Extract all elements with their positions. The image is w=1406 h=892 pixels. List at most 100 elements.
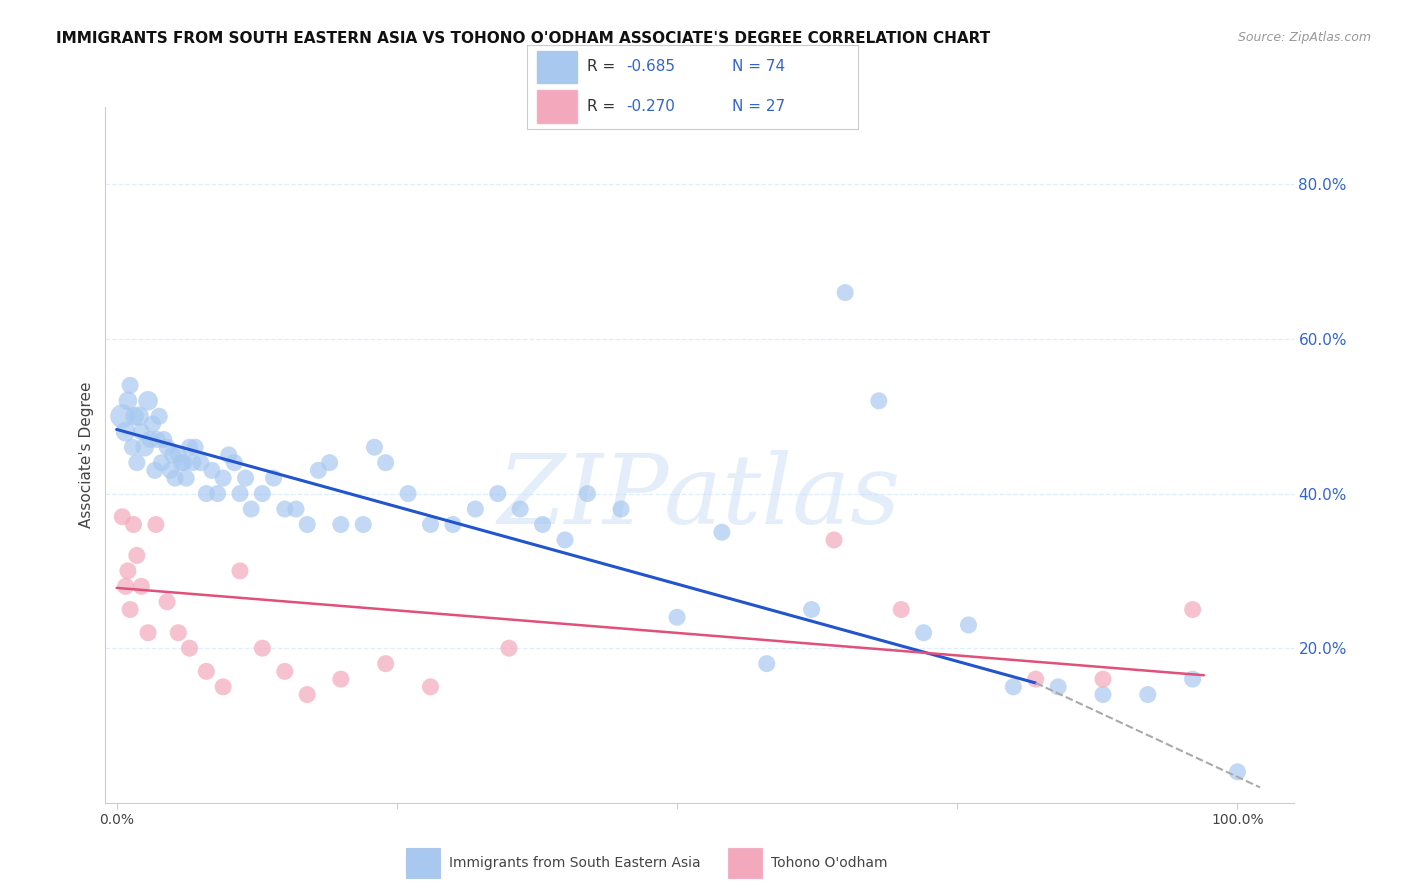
Text: Source: ZipAtlas.com: Source: ZipAtlas.com	[1237, 31, 1371, 45]
Point	[800, 602, 823, 616]
Point	[150, 456, 173, 470]
Point	[509, 502, 531, 516]
Point	[212, 680, 235, 694]
Point	[163, 471, 186, 485]
Point	[117, 393, 139, 408]
Point	[229, 564, 252, 578]
Point	[498, 641, 520, 656]
Point	[1181, 672, 1204, 686]
Point	[181, 456, 204, 470]
Point	[120, 602, 142, 616]
Point	[823, 533, 845, 547]
Point	[419, 517, 441, 532]
Point	[274, 502, 297, 516]
Point	[868, 393, 890, 408]
Point	[159, 463, 181, 477]
Point	[318, 456, 340, 470]
Point	[1181, 602, 1204, 616]
Point	[957, 618, 980, 632]
Point	[240, 502, 263, 516]
Point	[125, 456, 148, 470]
Point	[1025, 672, 1047, 686]
Y-axis label: Associate's Degree: Associate's Degree	[79, 382, 94, 528]
Bar	[537, 90, 576, 122]
Point	[235, 471, 257, 485]
Point	[576, 486, 599, 500]
Point	[834, 285, 856, 300]
Bar	[406, 848, 440, 878]
Point	[143, 463, 166, 477]
Point	[173, 456, 195, 470]
Point	[122, 517, 145, 532]
Point	[131, 425, 153, 439]
Point	[170, 456, 193, 470]
Point	[441, 517, 464, 532]
Point	[136, 625, 159, 640]
Point	[363, 440, 385, 454]
Point	[295, 517, 318, 532]
Point	[1047, 680, 1070, 694]
Bar	[728, 848, 762, 878]
Point	[252, 641, 274, 656]
Point	[912, 625, 935, 640]
Point	[120, 378, 142, 392]
Point	[755, 657, 778, 671]
Point	[531, 517, 554, 532]
Point	[229, 486, 252, 500]
Point	[1226, 764, 1249, 779]
Point	[156, 440, 179, 454]
Point	[124, 409, 146, 424]
Point	[195, 665, 218, 679]
Point	[1091, 672, 1114, 686]
Point	[666, 610, 689, 624]
Point	[136, 393, 159, 408]
Point	[179, 641, 201, 656]
Text: R =: R =	[586, 99, 620, 114]
Point	[162, 448, 184, 462]
Point	[195, 486, 218, 500]
Point	[167, 448, 190, 462]
Point	[146, 433, 169, 447]
Point	[174, 471, 197, 485]
Point	[125, 549, 148, 563]
Point	[554, 533, 576, 547]
Point	[374, 456, 396, 470]
Point	[252, 486, 274, 500]
Point	[167, 625, 190, 640]
Point	[329, 517, 352, 532]
Point	[117, 564, 139, 578]
Point	[224, 456, 246, 470]
Point	[114, 579, 136, 593]
Point	[111, 509, 134, 524]
Point	[131, 579, 153, 593]
Point	[190, 456, 212, 470]
Point	[128, 409, 150, 424]
Point	[374, 657, 396, 671]
Point	[486, 486, 509, 500]
Point	[1136, 688, 1159, 702]
Text: R =: R =	[586, 59, 620, 74]
Point	[710, 525, 733, 540]
Point	[139, 433, 162, 447]
Text: IMMIGRANTS FROM SOUTH EASTERN ASIA VS TOHONO O'ODHAM ASSOCIATE'S DEGREE CORRELAT: IMMIGRANTS FROM SOUTH EASTERN ASIA VS TO…	[56, 31, 990, 46]
Text: -0.685: -0.685	[627, 59, 675, 74]
Point	[152, 433, 174, 447]
Point	[156, 595, 179, 609]
Point	[464, 502, 486, 516]
Point	[207, 486, 229, 500]
Point	[295, 688, 318, 702]
Point	[396, 486, 419, 500]
Point	[179, 440, 201, 454]
Point	[307, 463, 329, 477]
Text: N = 27: N = 27	[733, 99, 785, 114]
Point	[218, 448, 240, 462]
Point	[201, 463, 224, 477]
Text: Immigrants from South Eastern Asia: Immigrants from South Eastern Asia	[450, 856, 702, 870]
Point	[890, 602, 912, 616]
Text: Tohono O'odham: Tohono O'odham	[770, 856, 887, 870]
Point	[352, 517, 374, 532]
Point	[419, 680, 441, 694]
Point	[285, 502, 308, 516]
Point	[274, 665, 297, 679]
Point	[148, 409, 170, 424]
